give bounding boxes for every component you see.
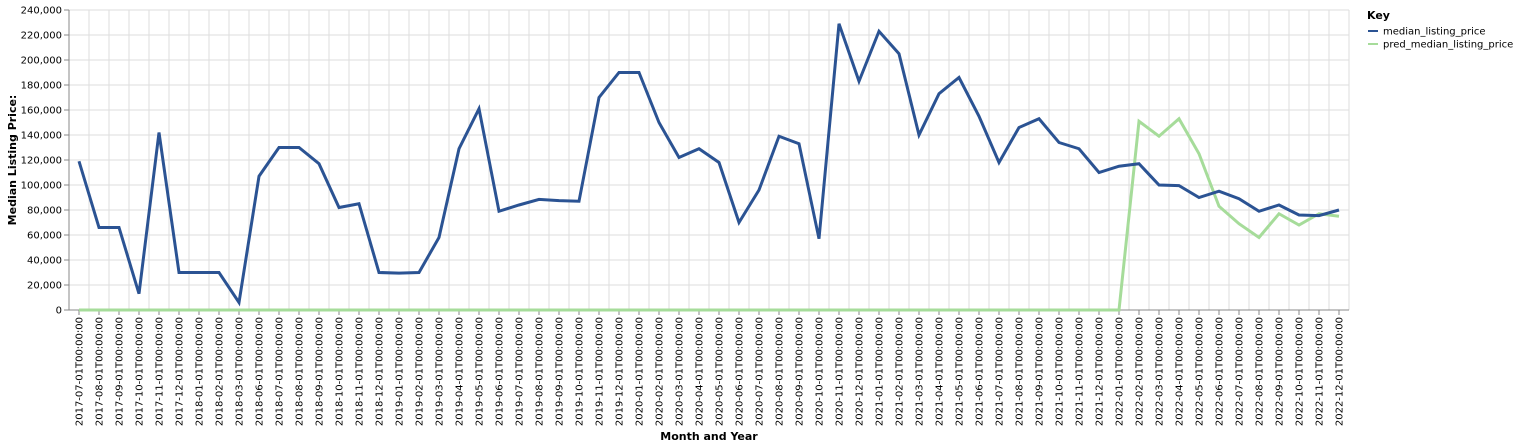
x-tick-label: 2021-04-01T00:00:00 bbox=[935, 317, 946, 426]
x-tick-label: 2019-11-01T00:00:00 bbox=[595, 317, 606, 426]
x-tick-label: 2020-05-01T00:00:00 bbox=[715, 317, 726, 426]
x-tick-label: 2019-04-01T00:00:00 bbox=[455, 317, 466, 426]
x-tick-label: 2022-12-01T00:00:00 bbox=[1335, 317, 1346, 426]
x-tick-label: 2018-12-01T00:00:00 bbox=[375, 317, 386, 426]
x-tick-label: 2017-10-01T00:00:00 bbox=[135, 317, 146, 426]
x-tick-label: 2021-03-01T00:00:00 bbox=[915, 317, 926, 426]
legend-label: median_listing_price bbox=[1383, 27, 1486, 38]
x-tick-label: 2017-09-01T00:00:00 bbox=[115, 317, 126, 426]
x-tick-label: 2019-10-01T00:00:00 bbox=[575, 317, 586, 426]
y-tick-label: 240,000 bbox=[21, 6, 62, 17]
x-tick-label: 2022-10-01T00:00:00 bbox=[1295, 317, 1306, 426]
x-tick-label: 2021-05-01T00:00:00 bbox=[955, 317, 966, 426]
x-tick-label: 2022-04-01T00:00:00 bbox=[1175, 317, 1186, 426]
x-tick-label: 2019-03-01T00:00:00 bbox=[435, 317, 446, 426]
y-tick-label: 60,000 bbox=[27, 231, 62, 242]
x-tick-label: 2019-01-01T00:00:00 bbox=[395, 317, 406, 426]
x-tick-label: 2018-11-01T00:00:00 bbox=[355, 317, 366, 426]
y-tick-label: 120,000 bbox=[21, 156, 62, 167]
x-tick-label: 2020-12-01T00:00:00 bbox=[855, 317, 866, 426]
x-tick-label: 2021-02-01T00:00:00 bbox=[895, 317, 906, 426]
x-tick-label: 2020-09-01T00:00:00 bbox=[795, 317, 806, 426]
x-tick-label: 2020-08-01T00:00:00 bbox=[775, 317, 786, 426]
y-tick-label: 20,000 bbox=[27, 281, 62, 292]
x-tick-label: 2022-05-01T00:00:00 bbox=[1195, 317, 1206, 426]
x-tick-label: 2018-07-01T00:00:00 bbox=[275, 317, 286, 426]
y-tick-label: 100,000 bbox=[21, 181, 62, 192]
x-tick-label: 2020-11-01T00:00:00 bbox=[835, 317, 846, 426]
legend-title: Key bbox=[1367, 9, 1390, 22]
series-line-pred-median-listing-price bbox=[79, 116, 1340, 312]
x-tick-label: 2018-06-01T00:00:00 bbox=[255, 317, 266, 426]
y-axis-title: Median Listing Price: bbox=[6, 95, 19, 226]
series-line-median-listing-price bbox=[77, 23, 1340, 307]
x-tick-label: 2022-07-01T00:00:00 bbox=[1235, 317, 1246, 426]
x-tick-label: 2020-06-01T00:00:00 bbox=[735, 317, 746, 426]
x-tick-label: 2020-02-01T00:00:00 bbox=[655, 317, 666, 426]
x-tick-label: 2017-07-01T00:00:00 bbox=[75, 317, 86, 426]
x-tick-label: 2019-08-01T00:00:00 bbox=[535, 317, 546, 426]
y-tick-label: 0 bbox=[56, 306, 62, 317]
x-tick-label: 2021-10-01T00:00:00 bbox=[1055, 317, 1066, 426]
x-tick-label: 2021-09-01T00:00:00 bbox=[1035, 317, 1046, 426]
x-tick-label: 2019-09-01T00:00:00 bbox=[555, 317, 566, 426]
x-tick-label: 2021-11-01T00:00:00 bbox=[1075, 317, 1086, 426]
x-tick-label: 2022-03-01T00:00:00 bbox=[1155, 317, 1166, 426]
x-tick-label: 2020-04-01T00:00:00 bbox=[695, 317, 706, 426]
grid bbox=[68, 9, 1350, 311]
x-tick-label: 2021-12-01T00:00:00 bbox=[1095, 317, 1106, 426]
x-tick-label: 2020-10-01T00:00:00 bbox=[815, 317, 826, 426]
x-tick-label: 2020-07-01T00:00:00 bbox=[755, 317, 766, 426]
x-tick-label: 2019-06-01T00:00:00 bbox=[495, 317, 506, 426]
x-tick-label: 2018-02-01T00:00:00 bbox=[215, 317, 226, 426]
y-tick-label: 140,000 bbox=[21, 131, 62, 142]
x-tick-label: 2019-12-01T00:00:00 bbox=[615, 317, 626, 426]
x-tick-label: 2019-07-01T00:00:00 bbox=[515, 317, 526, 426]
x-tick-label: 2021-01-01T00:00:00 bbox=[875, 317, 886, 426]
x-tick-label: 2018-01-01T00:00:00 bbox=[195, 317, 206, 426]
legend: Key median_listing_price pred_median_list… bbox=[1367, 9, 1513, 51]
x-tick-label: 2017-12-01T00:00:00 bbox=[175, 317, 186, 426]
legend-label: pred_median_listing_price bbox=[1383, 40, 1513, 51]
y-axis: 0 20,000 40,000 60,000 80,000 100,000 120,000 1… bbox=[21, 6, 70, 317]
x-tick-label: 2022-09-01T00:00:00 bbox=[1275, 317, 1286, 426]
y-tick-label: 80,000 bbox=[27, 206, 62, 217]
x-tick-label: 2018-10-01T00:00:00 bbox=[335, 317, 346, 426]
x-tick-label: 2021-08-01T00:00:00 bbox=[1015, 317, 1026, 426]
x-tick-label: 2018-03-01T00:00:00 bbox=[235, 317, 246, 426]
x-axis-title: Month and Year bbox=[660, 430, 758, 443]
x-tick-label: 2019-02-01T00:00:00 bbox=[415, 317, 426, 426]
y-tick-label: 160,000 bbox=[21, 106, 62, 117]
x-tick-label: 2018-08-01T00:00:00 bbox=[295, 317, 306, 426]
x-tick-label: 2022-08-01T00:00:00 bbox=[1255, 317, 1266, 426]
y-tick-label: 180,000 bbox=[21, 81, 62, 92]
x-tick-label: 2020-03-01T00:00:00 bbox=[675, 317, 686, 426]
x-tick-label: 2019-05-01T00:00:00 bbox=[475, 317, 486, 426]
x-tick-label: 2021-06-01T00:00:00 bbox=[975, 317, 986, 426]
x-tick-label: 2017-08-01T00:00:00 bbox=[95, 317, 106, 426]
x-tick-label: 2022-06-01T00:00:00 bbox=[1215, 317, 1226, 426]
x-tick-label: 2022-02-01T00:00:00 bbox=[1135, 317, 1146, 426]
x-axis: 2017-07-01T00:00:00 2017-08-01T00:00:00 20… bbox=[69, 309, 1349, 426]
x-tick-label: 2018-09-01T00:00:00 bbox=[315, 317, 326, 426]
x-tick-label: 2022-11-01T00:00:00 bbox=[1315, 317, 1326, 426]
x-tick-label: 2021-07-01T00:00:00 bbox=[995, 317, 1006, 426]
y-tick-label: 40,000 bbox=[27, 256, 62, 267]
x-tick-label: 2017-11-01T00:00:00 bbox=[155, 317, 166, 426]
y-tick-label: 200,000 bbox=[21, 56, 62, 67]
x-tick-label: 2020-01-01T00:00:00 bbox=[635, 317, 646, 426]
series-lines bbox=[77, 23, 1340, 312]
y-tick-label: 220,000 bbox=[21, 31, 62, 42]
x-tick-label: 2022-01-01T00:00:00 bbox=[1115, 317, 1126, 426]
